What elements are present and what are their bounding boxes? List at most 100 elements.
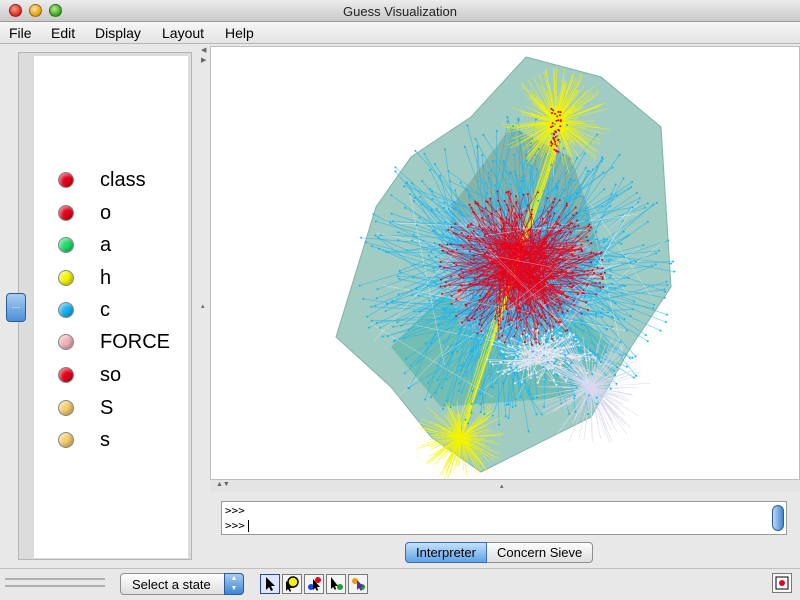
legend-item-c[interactable]: c <box>34 298 188 322</box>
node-move-icon <box>308 577 321 591</box>
zoom-tool-button[interactable] <box>282 574 302 594</box>
legend-item-h[interactable]: h <box>34 266 188 290</box>
console-prompt-line[interactable]: >>> <box>225 519 249 532</box>
zoom-pointer-icon <box>286 576 299 592</box>
class-core-node <box>548 324 551 327</box>
class-core-node <box>515 202 518 205</box>
collapse-left-arrow-icon[interactable]: ◀ <box>201 47 207 54</box>
c-cluster-node <box>403 337 406 340</box>
pointer-tool-button[interactable] <box>260 574 280 594</box>
collapse-up-arrow-icon[interactable]: ▲▼ <box>216 481 230 488</box>
graph-canvas[interactable] <box>210 46 800 480</box>
h-hub-top-edge <box>555 103 604 123</box>
class-core-node <box>551 298 554 301</box>
interpreter-console[interactable]: >>> >>> <box>221 501 787 535</box>
tab-interpreter[interactable]: Interpreter <box>405 542 487 563</box>
class-core-node <box>473 277 476 280</box>
force-cloud-node <box>496 370 499 373</box>
force-cloud-node <box>513 363 516 366</box>
class-core-node <box>519 310 522 313</box>
class-core-node <box>543 300 546 303</box>
force-cloud-node <box>589 351 592 354</box>
hull-tool-button[interactable] <box>348 574 368 594</box>
legend-item-S[interactable]: S <box>34 396 188 420</box>
class-core-node <box>476 308 479 311</box>
screenshot-button[interactable] <box>772 573 792 593</box>
node-move-tool-button[interactable] <box>304 574 324 594</box>
c-cluster-node <box>439 174 442 177</box>
c-cluster-node <box>530 142 533 145</box>
legend-item-so[interactable]: so <box>34 363 188 387</box>
class-core-node <box>480 314 483 317</box>
console-scrollbar[interactable] <box>772 505 784 531</box>
c-cluster-node <box>434 391 437 394</box>
force-cloud-node <box>561 337 564 340</box>
tab-concern-sieve[interactable]: Concern Sieve <box>486 542 594 563</box>
class-core-node <box>599 286 602 289</box>
c-cluster-node <box>399 271 402 274</box>
class-core-node <box>484 252 487 255</box>
force-cloud-node <box>508 345 511 348</box>
c-cluster-node <box>601 156 604 159</box>
force-fan-edge <box>572 386 592 423</box>
c-cluster-node <box>403 372 406 375</box>
class-core-node <box>470 317 473 320</box>
c-cluster-node <box>391 220 394 223</box>
h-hub-bottom-edge <box>444 401 462 438</box>
horizontal-split-divider[interactable]: ▲▼ ▴ <box>210 480 800 492</box>
c-cluster-node <box>625 329 628 332</box>
legend-item-a[interactable]: a <box>34 233 188 257</box>
class-core-edge <box>477 252 507 278</box>
panel-toggle-button[interactable]: ⋯ <box>6 293 26 322</box>
edge-tool-button[interactable] <box>326 574 346 594</box>
force-cloud-node <box>572 345 575 348</box>
menu-help[interactable]: Help <box>225 25 254 41</box>
class-core-node <box>601 277 604 280</box>
c-cluster-node <box>574 410 577 413</box>
menu-display[interactable]: Display <box>95 25 141 41</box>
class-core-node <box>540 305 543 308</box>
h-hub-top-edge <box>555 121 603 134</box>
c-cluster-node <box>594 354 597 357</box>
force-cloud-node <box>579 355 582 358</box>
legend-item-class[interactable]: class <box>34 168 188 192</box>
class-core-node <box>576 293 579 296</box>
c-cluster-node <box>493 184 496 187</box>
c-cluster-node <box>389 221 392 224</box>
expand-right-arrow-icon[interactable]: ▶ <box>201 57 207 64</box>
menu-edit[interactable]: Edit <box>51 25 76 41</box>
class-core-edge <box>508 219 521 259</box>
state-slider[interactable] <box>5 578 105 587</box>
c-cluster-node <box>413 196 416 199</box>
class-core-edge <box>451 226 544 254</box>
class-core-edge <box>525 261 538 304</box>
legend-item-s[interactable]: s <box>34 428 188 452</box>
c-cluster-node <box>397 231 400 234</box>
menu-file[interactable]: File <box>9 25 32 41</box>
c-cluster-node <box>630 186 633 189</box>
class-core-node <box>599 273 602 276</box>
window-minimize-button[interactable] <box>29 4 42 17</box>
split-pane-divider[interactable]: ◀ ▶ ▴ <box>198 44 210 570</box>
window-close-button[interactable] <box>9 4 22 17</box>
c-cluster-edge <box>410 290 487 367</box>
menu-layout[interactable]: Layout <box>162 25 205 41</box>
legend-item-force[interactable]: FORCE <box>34 330 188 354</box>
c-cluster-node <box>539 334 542 337</box>
class-core-node <box>474 202 477 205</box>
c-cluster-node <box>525 159 528 162</box>
class-core-node <box>525 209 528 212</box>
c-cluster-node <box>573 336 576 339</box>
c-cluster-node <box>621 219 624 222</box>
force-cloud-node <box>504 355 507 358</box>
legend-item-o[interactable]: o <box>34 201 188 225</box>
c-cluster-node <box>544 202 547 205</box>
class-core-edge <box>485 265 516 280</box>
force-cloud-node <box>517 370 520 373</box>
state-select-dropdown[interactable]: Select a state ▲ ▼ <box>120 573 244 595</box>
force-cloud-edge <box>537 365 548 383</box>
window-zoom-button[interactable] <box>49 4 62 17</box>
class-core-node <box>487 278 490 281</box>
class-node <box>557 110 560 113</box>
c-cluster-node <box>482 338 485 341</box>
